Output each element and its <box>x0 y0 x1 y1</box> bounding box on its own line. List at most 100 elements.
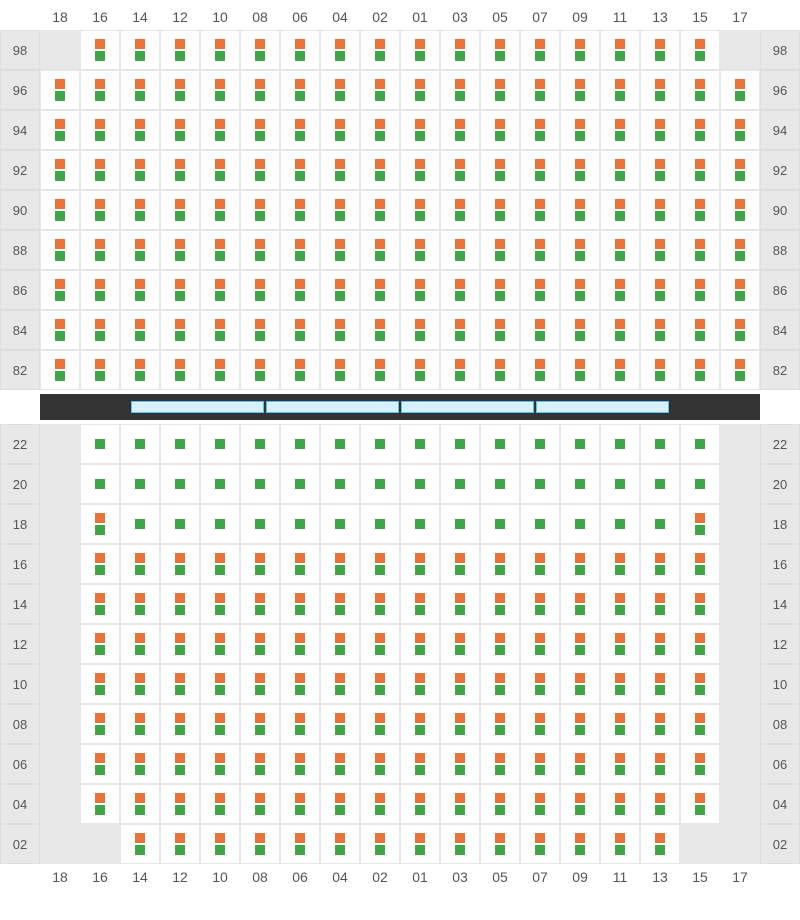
seat-cell[interactable] <box>720 110 760 150</box>
seat-cell[interactable] <box>440 270 480 310</box>
seat-cell[interactable] <box>640 190 680 230</box>
seat-cell[interactable] <box>560 784 600 824</box>
seat-cell[interactable] <box>280 544 320 584</box>
seat-cell[interactable] <box>400 70 440 110</box>
seat-cell[interactable] <box>280 70 320 110</box>
seat-cell[interactable] <box>600 824 640 864</box>
seat-cell[interactable] <box>280 190 320 230</box>
seat-cell[interactable] <box>320 784 360 824</box>
seat-cell[interactable] <box>400 464 440 504</box>
seat-cell[interactable] <box>40 584 80 624</box>
seat-cell[interactable] <box>160 150 200 190</box>
seat-cell[interactable] <box>360 664 400 704</box>
seat-cell[interactable] <box>600 350 640 390</box>
seat-cell[interactable] <box>80 190 120 230</box>
seat-cell[interactable] <box>200 544 240 584</box>
seat-cell[interactable] <box>600 624 640 664</box>
seat-cell[interactable] <box>360 504 400 544</box>
seat-cell[interactable] <box>120 70 160 110</box>
seat-cell[interactable] <box>280 150 320 190</box>
seat-cell[interactable] <box>120 464 160 504</box>
seat-cell[interactable] <box>720 544 760 584</box>
seat-cell[interactable] <box>280 824 320 864</box>
seat-cell[interactable] <box>680 30 720 70</box>
seat-cell[interactable] <box>320 424 360 464</box>
seat-cell[interactable] <box>160 70 200 110</box>
seat-cell[interactable] <box>560 310 600 350</box>
seat-cell[interactable] <box>440 230 480 270</box>
seat-cell[interactable] <box>560 464 600 504</box>
seat-cell[interactable] <box>240 150 280 190</box>
seat-cell[interactable] <box>600 70 640 110</box>
seat-cell[interactable] <box>280 744 320 784</box>
seat-cell[interactable] <box>360 584 400 624</box>
seat-cell[interactable] <box>680 504 720 544</box>
seat-cell[interactable] <box>680 230 720 270</box>
seat-cell[interactable] <box>720 744 760 784</box>
seat-cell[interactable] <box>40 504 80 544</box>
seat-cell[interactable] <box>520 544 560 584</box>
seat-cell[interactable] <box>120 544 160 584</box>
seat-cell[interactable] <box>80 664 120 704</box>
seat-cell[interactable] <box>520 350 560 390</box>
seat-cell[interactable] <box>400 624 440 664</box>
seat-cell[interactable] <box>600 544 640 584</box>
seat-cell[interactable] <box>40 624 80 664</box>
seat-cell[interactable] <box>120 664 160 704</box>
seat-cell[interactable] <box>480 504 520 544</box>
seat-cell[interactable] <box>480 110 520 150</box>
seat-cell[interactable] <box>120 350 160 390</box>
seat-cell[interactable] <box>80 150 120 190</box>
seat-cell[interactable] <box>280 424 320 464</box>
seat-cell[interactable] <box>560 30 600 70</box>
seat-cell[interactable] <box>40 70 80 110</box>
seat-cell[interactable] <box>280 584 320 624</box>
seat-cell[interactable] <box>360 704 400 744</box>
seat-cell[interactable] <box>440 110 480 150</box>
seat-cell[interactable] <box>120 424 160 464</box>
seat-cell[interactable] <box>520 230 560 270</box>
seat-cell[interactable] <box>80 624 120 664</box>
seat-cell[interactable] <box>680 350 720 390</box>
seat-cell[interactable] <box>80 744 120 784</box>
seat-cell[interactable] <box>200 704 240 744</box>
seat-cell[interactable] <box>560 70 600 110</box>
seat-cell[interactable] <box>480 664 520 704</box>
seat-cell[interactable] <box>240 110 280 150</box>
seat-cell[interactable] <box>520 704 560 744</box>
seat-cell[interactable] <box>720 664 760 704</box>
seat-cell[interactable] <box>360 30 400 70</box>
seat-cell[interactable] <box>480 784 520 824</box>
seat-cell[interactable] <box>600 584 640 624</box>
seat-cell[interactable] <box>40 744 80 784</box>
seat-cell[interactable] <box>440 150 480 190</box>
seat-cell[interactable] <box>320 544 360 584</box>
seat-cell[interactable] <box>320 230 360 270</box>
seat-cell[interactable] <box>480 824 520 864</box>
seat-cell[interactable] <box>440 584 480 624</box>
seat-cell[interactable] <box>200 230 240 270</box>
seat-cell[interactable] <box>280 784 320 824</box>
seat-cell[interactable] <box>600 150 640 190</box>
seat-cell[interactable] <box>200 624 240 664</box>
seat-cell[interactable] <box>720 424 760 464</box>
seat-cell[interactable] <box>80 310 120 350</box>
seat-cell[interactable] <box>200 584 240 624</box>
seat-cell[interactable] <box>440 704 480 744</box>
seat-cell[interactable] <box>640 704 680 744</box>
seat-cell[interactable] <box>320 704 360 744</box>
seat-cell[interactable] <box>640 110 680 150</box>
seat-cell[interactable] <box>240 464 280 504</box>
seat-cell[interactable] <box>480 624 520 664</box>
seat-cell[interactable] <box>560 744 600 784</box>
seat-cell[interactable] <box>640 744 680 784</box>
seat-cell[interactable] <box>160 584 200 624</box>
seat-cell[interactable] <box>680 624 720 664</box>
seat-cell[interactable] <box>640 310 680 350</box>
seat-cell[interactable] <box>240 424 280 464</box>
seat-cell[interactable] <box>520 270 560 310</box>
seat-cell[interactable] <box>40 664 80 704</box>
seat-cell[interactable] <box>440 664 480 704</box>
seat-cell[interactable] <box>520 584 560 624</box>
seat-cell[interactable] <box>680 110 720 150</box>
